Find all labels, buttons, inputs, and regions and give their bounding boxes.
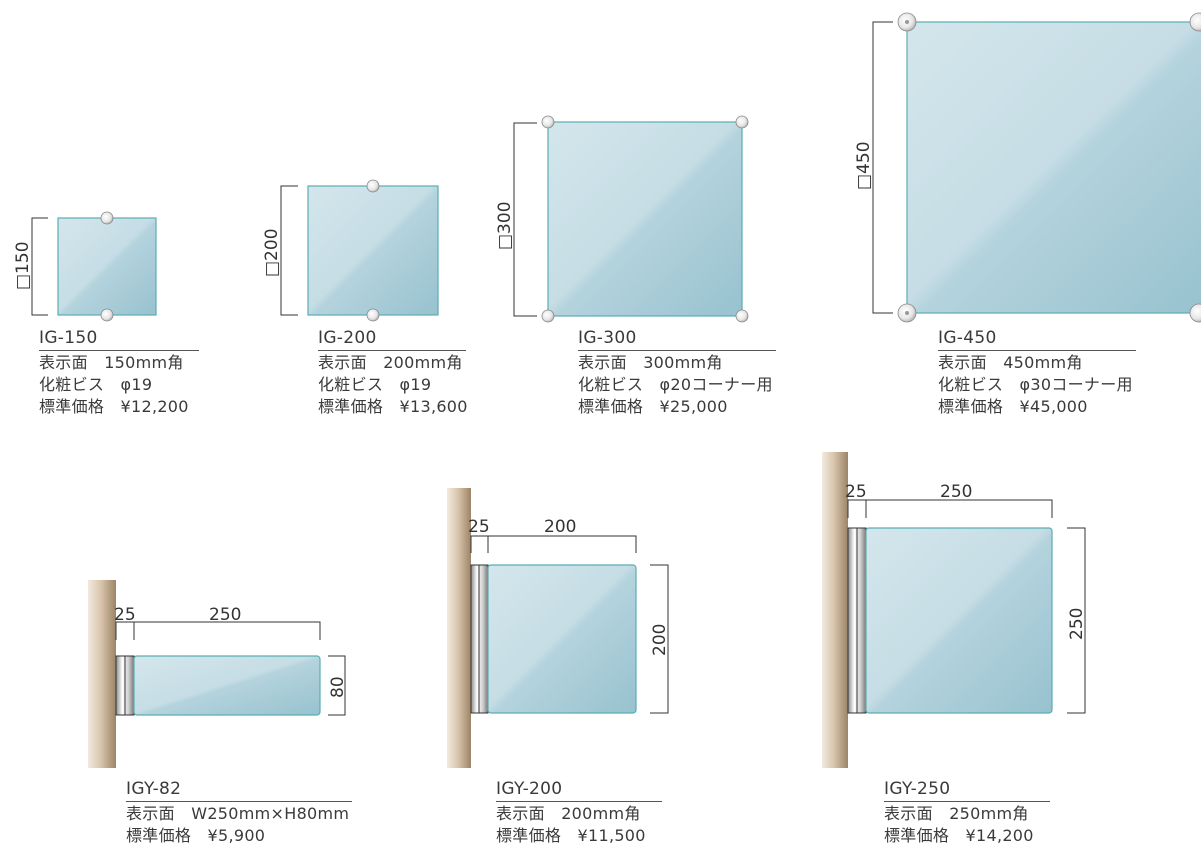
display-size: 表示面 150mm角 [39,353,184,372]
dimension-line-top [847,499,1053,518]
ig-200-diagram: □200 [262,179,439,322]
screw-icon [1189,303,1201,323]
dimension-line-side [650,564,669,714]
price: 標準価格 ¥45,000 [938,397,1088,416]
dimension-bracket [872,21,893,314]
screw-icon [541,115,555,129]
size-label: □300 [495,201,515,250]
igy-82-diagram: 25 250 80 [88,580,348,768]
dimension-line-top [470,535,637,553]
model-name: IG-200 [318,327,466,351]
wall [447,488,471,768]
dimension-bracket [31,217,48,316]
screw-spec: 化粧ビス φ20コーナー用 [578,375,773,394]
price: 標準価格 ¥12,200 [39,397,189,416]
igy-250-diagram: 25 250 250 [822,452,1087,768]
dimension-width-label: 250 [209,605,241,625]
model-name: IGY-82 [126,778,352,802]
screw-icon [100,211,114,225]
dimension-offset-label: 25 [845,482,867,502]
spec-ig-450: IG-450 表示面 450mm角 化粧ビス φ30コーナー用 標準価格 ¥45… [938,327,1136,418]
spec-ig-150: IG-150 表示面 150mm角 化粧ビス φ19 標準価格 ¥12,200 [39,327,199,418]
screw-icon [905,311,909,315]
screw-icon [1189,12,1201,32]
glass-panel [547,121,743,317]
dimension-line-top [115,621,321,640]
dimension-height-label: 250 [1067,608,1087,640]
spec-igy-82: IGY-82 表示面 W250mm×H80mm 標準価格 ¥5,900 [126,778,352,847]
dimension-height-label: 200 [650,624,670,656]
screw-icon [735,115,749,129]
screw-icon [366,179,380,193]
price: 標準価格 ¥25,000 [578,397,728,416]
dimension-bracket [280,185,298,316]
wall [88,580,116,768]
display-size: 表示面 450mm角 [938,353,1083,372]
glass-panel [133,655,321,716]
dimension-width-label: 200 [544,517,576,537]
screw-spec: 化粧ビス φ19 [318,375,432,394]
model-name: IGY-200 [496,778,662,802]
screw-spec: 化粧ビス φ30コーナー用 [938,375,1133,394]
size-label: □450 [854,141,874,190]
display-size: 表示面 200mm角 [496,804,641,823]
igy-200-diagram: 25 200 200 [447,488,670,768]
dimension-line-side [328,655,346,716]
display-size: 表示面 200mm角 [318,353,463,372]
dimension-offset-label: 25 [468,517,490,537]
size-label: □200 [262,228,282,277]
price: 標準価格 ¥5,900 [126,826,266,845]
model-name: IG-150 [39,327,199,351]
dimension-offset-label: 25 [114,605,136,625]
display-size: 表示面 W250mm×H80mm [126,804,350,823]
display-size: 表示面 250mm角 [884,804,1029,823]
dimension-width-label: 250 [940,482,972,502]
screw-icon [366,308,380,322]
model-name: IG-450 [938,327,1136,351]
ig-300-diagram: □300 [495,115,749,323]
ig-150-diagram: □150 [13,211,157,322]
ig-450-diagram: □450 [854,12,1201,323]
screw-icon [905,20,909,24]
dimension-bracket [513,122,537,317]
screw-spec: 化粧ビス φ19 [39,375,153,394]
glass-panel [865,527,1053,714]
price: 標準価格 ¥11,500 [496,826,646,845]
price: 標準価格 ¥14,200 [884,826,1034,845]
glass-panel [57,217,157,316]
screw-icon [541,309,555,323]
model-name: IG-300 [578,327,776,351]
model-name: IGY-250 [884,778,1050,802]
wall [822,452,848,768]
dimension-line-side [1067,527,1086,714]
display-size: 表示面 300mm角 [578,353,723,372]
dimension-height-label: 80 [328,676,348,698]
screw-icon [735,309,749,323]
glass-panel [906,21,1201,314]
glass-panel [307,185,439,316]
spec-ig-300: IG-300 表示面 300mm角 化粧ビス φ20コーナー用 標準価格 ¥25… [578,327,776,418]
price: 標準価格 ¥13,600 [318,397,468,416]
size-label: □150 [13,241,33,290]
spec-ig-200: IG-200 表示面 200mm角 化粧ビス φ19 標準価格 ¥13,600 [318,327,468,418]
spec-igy-250: IGY-250 表示面 250mm角 標準価格 ¥14,200 [884,778,1050,847]
spec-igy-200: IGY-200 表示面 200mm角 標準価格 ¥11,500 [496,778,662,847]
screw-icon [100,308,114,322]
glass-panel [487,564,637,714]
